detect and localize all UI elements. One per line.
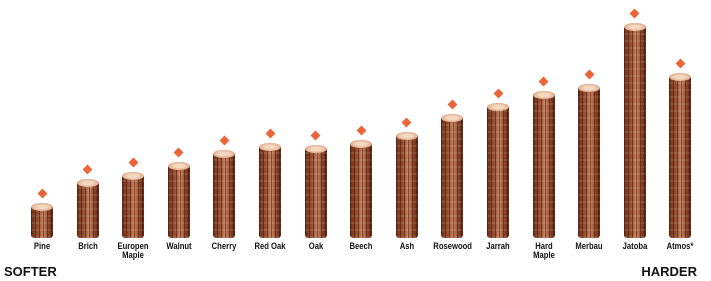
marker bbox=[265, 128, 275, 138]
marker bbox=[447, 100, 457, 110]
chart: SOFTER HARDER Pine Brich Europen Maple Waln… bbox=[0, 0, 711, 281]
marker bbox=[493, 89, 503, 99]
x-tick-label: Walnut bbox=[160, 242, 197, 251]
marker bbox=[128, 157, 138, 167]
marker bbox=[584, 70, 594, 80]
marker bbox=[37, 189, 47, 199]
log-bar bbox=[624, 27, 646, 238]
marker bbox=[219, 135, 229, 145]
marker bbox=[311, 130, 321, 140]
log-bar bbox=[77, 183, 99, 238]
log-bar bbox=[259, 147, 281, 238]
marker bbox=[402, 117, 412, 127]
x-tick-label: Pine bbox=[23, 242, 60, 251]
x-tick-label: Jarrah bbox=[479, 242, 516, 251]
x-tick-label: Ash bbox=[388, 242, 425, 251]
x-tick-label: Brich bbox=[69, 242, 106, 251]
x-tick-label: Red Oak bbox=[251, 242, 288, 251]
log-bar bbox=[305, 149, 327, 238]
log-bar bbox=[441, 118, 463, 238]
log-bar bbox=[350, 144, 372, 238]
marker bbox=[174, 147, 184, 157]
log-bar bbox=[168, 166, 190, 238]
log-bar bbox=[213, 154, 235, 238]
x-tick-label: Merbau bbox=[570, 242, 607, 251]
x-tick-label: Jatoba bbox=[616, 242, 653, 251]
softer-label: SOFTER bbox=[4, 264, 57, 279]
log-bar bbox=[669, 77, 691, 238]
x-tick-label: Hard Maple bbox=[525, 242, 562, 260]
marker bbox=[630, 8, 640, 18]
log-bar bbox=[396, 136, 418, 238]
x-tick-label: Beech bbox=[342, 242, 379, 251]
log-bar bbox=[31, 207, 53, 238]
log-bar bbox=[122, 176, 144, 238]
log-bar bbox=[533, 95, 555, 238]
marker bbox=[356, 125, 366, 135]
x-tick-label: Europen Maple bbox=[114, 242, 151, 260]
marker bbox=[675, 59, 685, 69]
log-bar bbox=[578, 88, 600, 238]
marker bbox=[83, 165, 93, 175]
log-bar bbox=[487, 107, 509, 238]
marker bbox=[539, 77, 549, 87]
harder-label: HARDER bbox=[641, 264, 697, 279]
x-tick-label: Atmos* bbox=[662, 242, 699, 251]
x-tick-label: Oak bbox=[297, 242, 334, 251]
x-tick-label: Cherry bbox=[206, 242, 243, 251]
x-tick-label: Rosewood bbox=[434, 242, 471, 251]
